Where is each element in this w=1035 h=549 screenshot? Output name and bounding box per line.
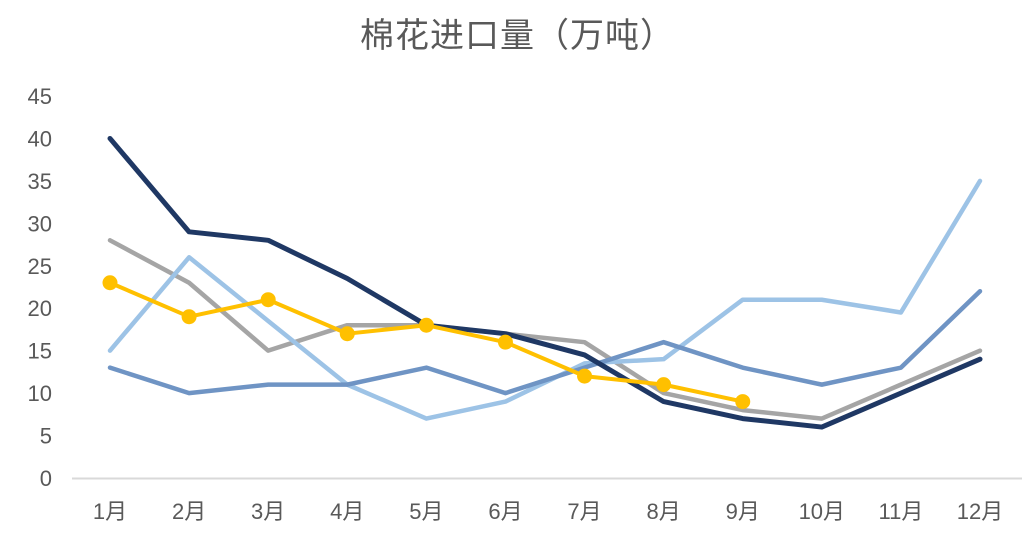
x-tick-label: 3月 [251,499,285,524]
y-tick-label: 10 [28,381,52,406]
data-point-marker [339,326,355,342]
y-tick-label: 40 [28,126,52,151]
y-tick-label: 35 [28,169,52,194]
data-point-marker [102,275,118,291]
chart-title: 棉花进口量（万吨） [360,17,675,55]
x-tick-label: 4月 [330,499,364,524]
x-tick-label: 12月 [957,499,1003,524]
y-tick-label: 0 [40,466,52,491]
data-point-marker [260,292,276,308]
series-gold-marker-line [108,280,745,404]
series-light-blue-line [107,178,983,421]
x-tick-label: 11月 [878,499,923,524]
y-tick-label: 15 [28,339,52,364]
data-point-marker [418,317,434,333]
data-point-marker [656,377,672,393]
x-tick-label: 1月 [93,499,127,524]
data-point-marker [577,368,593,384]
y-tick-label: 5 [40,424,52,449]
y-tick-label: 45 [28,84,52,109]
x-tick-label: 5月 [409,499,443,524]
x-tick-label: 2月 [172,499,206,524]
data-point-marker [497,334,513,350]
x-tick-label: 7月 [567,499,601,524]
x-tick-label: 10月 [799,499,845,524]
x-tick-label: 8月 [647,499,681,524]
y-tick-label: 20 [28,296,52,321]
series-gray-line [107,238,983,421]
series-dark-navy-line [107,135,983,430]
x-tick-label: 9月 [726,499,760,524]
x-tick-label: 6月 [488,499,522,524]
y-tick-label: 30 [28,211,52,236]
data-point-marker [181,309,197,325]
data-point-marker [735,394,751,410]
y-tick-label: 25 [28,254,52,279]
series-medium-blue-line [107,288,983,396]
